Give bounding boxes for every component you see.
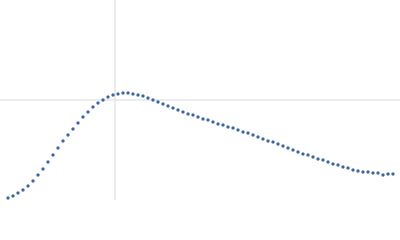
point bbox=[136, 93, 140, 97]
point bbox=[241, 130, 245, 134]
point bbox=[151, 98, 155, 102]
point bbox=[46, 160, 50, 164]
point bbox=[71, 127, 75, 131]
point bbox=[346, 166, 350, 170]
point bbox=[96, 101, 100, 105]
point bbox=[41, 167, 45, 171]
point bbox=[156, 100, 160, 104]
point bbox=[256, 135, 260, 139]
point bbox=[176, 108, 180, 112]
point bbox=[216, 122, 220, 126]
point bbox=[201, 117, 205, 121]
point bbox=[361, 170, 365, 174]
point bbox=[371, 171, 375, 175]
point bbox=[261, 137, 265, 141]
point bbox=[101, 98, 105, 102]
point bbox=[61, 139, 65, 143]
point bbox=[276, 142, 280, 146]
point bbox=[341, 165, 345, 169]
point bbox=[26, 184, 30, 188]
point bbox=[366, 170, 370, 174]
point bbox=[86, 110, 90, 114]
point bbox=[16, 191, 20, 195]
point bbox=[236, 128, 240, 132]
point bbox=[311, 155, 315, 159]
point bbox=[36, 173, 40, 177]
point bbox=[226, 125, 230, 129]
point bbox=[171, 106, 175, 110]
point bbox=[126, 91, 130, 95]
point bbox=[81, 115, 85, 119]
point bbox=[336, 163, 340, 167]
point bbox=[196, 115, 200, 119]
point bbox=[296, 150, 300, 154]
point bbox=[351, 168, 355, 172]
point bbox=[246, 131, 250, 135]
point bbox=[111, 93, 115, 97]
point bbox=[266, 139, 270, 143]
point bbox=[11, 194, 15, 198]
point bbox=[146, 96, 150, 100]
page: {"chart_data": {"type": "scatter", "x": … bbox=[0, 0, 400, 200]
point bbox=[221, 123, 225, 127]
point bbox=[161, 102, 165, 106]
point bbox=[66, 133, 70, 137]
point bbox=[121, 91, 125, 95]
point bbox=[181, 110, 185, 114]
point bbox=[106, 95, 110, 99]
point bbox=[286, 146, 290, 150]
point bbox=[391, 172, 395, 176]
point bbox=[131, 92, 135, 96]
point bbox=[6, 196, 10, 200]
point bbox=[326, 160, 330, 164]
point bbox=[211, 120, 215, 124]
point bbox=[206, 118, 210, 122]
point bbox=[91, 105, 95, 109]
point bbox=[301, 152, 305, 156]
point bbox=[376, 171, 380, 175]
point bbox=[331, 162, 335, 166]
point bbox=[281, 144, 285, 148]
point bbox=[116, 92, 120, 96]
point bbox=[56, 146, 60, 150]
point bbox=[21, 188, 25, 192]
point bbox=[251, 133, 255, 137]
point bbox=[316, 157, 320, 161]
point bbox=[321, 158, 325, 162]
point bbox=[191, 113, 195, 117]
point bbox=[231, 126, 235, 130]
point bbox=[186, 112, 190, 116]
point bbox=[291, 148, 295, 152]
chart bbox=[0, 0, 400, 200]
point bbox=[166, 104, 170, 108]
point bbox=[76, 121, 80, 125]
point bbox=[306, 153, 310, 157]
point bbox=[356, 169, 360, 173]
point bbox=[51, 153, 55, 157]
point bbox=[31, 179, 35, 183]
point bbox=[271, 140, 275, 144]
point bbox=[386, 172, 390, 176]
point bbox=[381, 173, 385, 177]
point bbox=[141, 94, 145, 98]
